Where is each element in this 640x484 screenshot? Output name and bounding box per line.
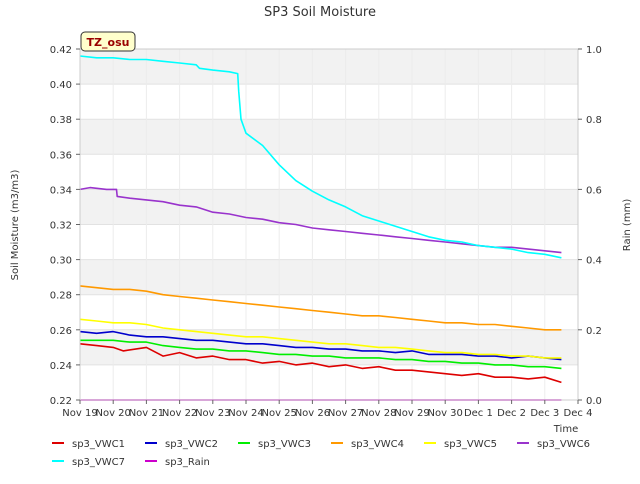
background-band [80,154,578,190]
x-tick-label: Dec 3 [530,408,559,419]
y2-tick-label: 0.0 [586,396,602,407]
x-tick-label: Dec 2 [497,408,526,419]
x-tick-label: Nov 30 [427,408,462,419]
y2-tick-label: 0.8 [586,115,602,126]
chart-title: SP3 Soil Moisture [264,5,376,20]
background-band [80,189,578,225]
y2-tick-label: 0.4 [586,256,602,267]
y-tick-label: 0.36 [50,150,72,161]
y-tick-label: 0.42 [50,45,72,56]
x-tick-label: Dec 4 [564,408,593,419]
series-line-sp3-vwc1 [79,343,562,384]
y-tick-label: 0.40 [50,80,72,91]
y2-axis-ticks: 0.0 0.2 0.4 0.6 0.8 1.0 [578,45,602,407]
legend-label: sp3_VWC7 [72,457,125,468]
x-tick-label: Nov 19 [62,408,97,419]
y-tick-label: 0.28 [50,291,72,302]
background-band [80,364,578,400]
legend-label: sp3_VWC2 [165,439,218,450]
background-band [80,259,578,295]
background-band [80,329,578,365]
legend: sp3_VWC1 sp3_VWC2 sp3_VWC3 sp3_VWC4 sp3_VWC5… [52,439,590,468]
y2-tick-label: 0.6 [586,185,602,196]
y-tick-label: 0.22 [50,396,72,407]
legend-label: sp3_VWC3 [258,439,311,450]
x-tick-label: Nov 26 [295,408,330,419]
x-tick-label: Nov 21 [129,408,164,419]
x-tick-label: Dec 1 [464,408,493,419]
legend-label: sp3_VWC5 [444,439,497,450]
y-tick-label: 0.30 [50,256,72,267]
series-line-sp3-vwc7 [79,55,562,259]
legend-item: sp3_VWC1 [52,439,125,450]
y-axis-label: Soil Moisture (m3/m3) [10,170,21,281]
x-tick-label: Nov 23 [195,408,230,419]
y2-tick-label: 1.0 [586,45,602,56]
y-tick-label: 0.34 [50,185,72,196]
plot-background-bands [80,49,578,400]
legend-item: sp3_VWC7 [52,457,125,468]
legend-label: sp3_VWC4 [351,439,404,450]
legend-item: sp3_VWC4 [331,439,404,450]
legend-item: sp3_VWC5 [424,439,497,450]
y-tick-label: 0.26 [50,326,72,337]
background-band [80,49,578,85]
x-tick-label: Nov 20 [95,408,130,419]
x-tick-label: Nov 22 [162,408,197,419]
background-band [80,84,578,120]
y-axis-ticks: 0.22 0.24 0.26 0.28 0.30 0.32 0.34 0.36 0.38 0.40… [50,45,80,407]
y-tick-label: 0.38 [50,115,72,126]
series-line-sp3-vwc2 [79,330,562,361]
y-tick-label: 0.24 [50,361,72,372]
legend-label: sp3_VWC6 [537,439,590,450]
legend-label: sp3_VWC1 [72,439,125,450]
x-tick-label: Nov 27 [328,408,363,419]
legend-item: sp3_Rain [145,457,210,468]
x-tick-label: Nov 28 [361,408,396,419]
y2-tick-label: 0.2 [586,326,602,337]
x-axis-label: Time [553,424,578,435]
station-tag-label: TZ_osu [87,36,130,49]
legend-item: sp3_VWC6 [517,439,590,450]
x-tick-label: Nov 25 [261,408,296,419]
y2-axis-label: Rain (mm) [622,199,633,252]
legend-item: sp3_VWC3 [238,439,311,450]
series-line-sp3-vwc5 [79,318,562,359]
series-line-sp3-vwc4 [79,285,562,331]
y-tick-label: 0.32 [50,221,72,232]
legend-item: sp3_VWC2 [145,439,218,450]
x-tick-label: Nov 24 [228,408,263,419]
series-line-sp3-vwc3 [80,339,562,370]
station-tag: TZ_osu [80,31,136,52]
background-band [80,119,578,155]
legend-label: sp3_Rain [165,457,210,468]
x-tick-label: Nov 29 [394,408,429,419]
